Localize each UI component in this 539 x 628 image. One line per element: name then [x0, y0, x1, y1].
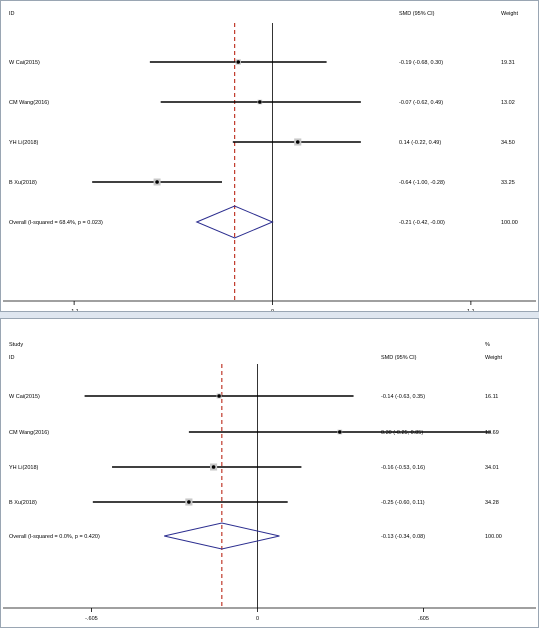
overall-label: Overall (I-squared = 0.0%, p = 0.420) — [9, 534, 100, 540]
x-tick-label-0: -.605 — [85, 616, 98, 622]
study-weight-1: 13.02 — [501, 100, 515, 106]
study-point-0 — [236, 60, 241, 64]
study-label-1: CM Wang(2016) — [9, 100, 49, 106]
study-label-0: W Cai(2015) — [9, 394, 40, 400]
overall-weight: 100.00 — [485, 534, 502, 540]
forest-plot-top: ID SMD (95% CI) Weight -1.1 0 1.1 W Cai(2015) -… — [0, 0, 539, 312]
study-weight-2: 34.50 — [501, 140, 515, 146]
header-study: Study — [9, 342, 23, 348]
study-label-2: YH Li(2018) — [9, 140, 39, 146]
study-point-1 — [258, 100, 262, 104]
study-point-2 — [211, 465, 216, 469]
header-id: ID — [9, 11, 15, 17]
study-label-1: CM Wang(2016) — [9, 430, 49, 436]
study-ci-text-1: 0.30 (-0.25, 0.85) — [381, 430, 423, 436]
header-effect: SMD (95% CI) — [381, 355, 417, 361]
study-ci-text-3: -0.25 (-0.60, 0.11) — [381, 500, 425, 506]
study-point-3 — [187, 500, 191, 504]
study-weight-3: 33.25 — [501, 180, 515, 186]
study-weight-3: 34.28 — [485, 500, 499, 506]
study-weight-2: 34.01 — [485, 465, 499, 471]
overall-ci-text: -0.21 (-0.42, -0.00) — [399, 220, 445, 226]
x-tick-label-0: -1.1 — [69, 309, 78, 311]
study-point-3 — [155, 180, 159, 184]
study-weight-1: 13.69 — [485, 430, 499, 436]
overall-weight: 100.00 — [501, 220, 518, 226]
header-percent: % — [485, 342, 490, 348]
study-label-0: W Cai(2015) — [9, 60, 40, 66]
study-point-0 — [217, 394, 221, 398]
study-label-3: B Xu(2018) — [9, 180, 37, 186]
study-ci-text-0: -0.19 (-0.68, 0.30) — [399, 60, 443, 66]
study-ci-text-1: -0.07 (-0.62, 0.49) — [399, 100, 443, 106]
study-point-1 — [338, 430, 342, 434]
forest-plot-top-svg: ID SMD (95% CI) Weight -1.1 0 1.1 W Cai(2015) -… — [3, 11, 536, 311]
study-weight-0: 16.11 — [485, 394, 498, 400]
x-tick-label-1: 0 — [256, 616, 259, 622]
x-tick-label-2: 1.1 — [467, 309, 475, 311]
study-ci-text-3: -0.64 (-1.00, -0.28) — [399, 180, 445, 186]
header-effect: SMD (95% CI) — [399, 11, 435, 17]
study-label-3: B Xu(2018) — [9, 500, 37, 506]
overall-label: Overall (I-squared = 68.4%, p = 0.023) — [9, 220, 103, 226]
study-weight-0: 19.31 — [501, 60, 515, 66]
study-ci-text-2: -0.16 (-0.53, 0.16) — [381, 465, 425, 471]
overall-diamond — [164, 522, 280, 550]
study-label-2: YH Li(2018) — [9, 465, 39, 471]
header-weight: Weight — [501, 11, 518, 17]
study-point-2 — [295, 140, 300, 144]
forest-plot-bottom-svg: Study ID SMD (95% CI)% Weight -.605 0 .605 W Ca… — [3, 342, 536, 622]
header-weight: Weight — [485, 355, 502, 361]
x-tick-label-1: 0 — [271, 309, 274, 311]
overall-ci-text: -0.13 (-0.34, 0.08) — [381, 534, 425, 540]
study-ci-text-2: 0.14 (-0.22, 0.49) — [399, 140, 441, 146]
overall-diamond — [195, 205, 274, 239]
forest-plot-bottom: Study ID SMD (95% CI)% Weight -.605 0 .605 W Ca… — [0, 318, 539, 628]
study-ci-text-0: -0.14 (-0.63, 0.35) — [381, 394, 425, 400]
header-id: ID — [9, 355, 15, 361]
x-tick-label-2: .605 — [418, 616, 429, 622]
